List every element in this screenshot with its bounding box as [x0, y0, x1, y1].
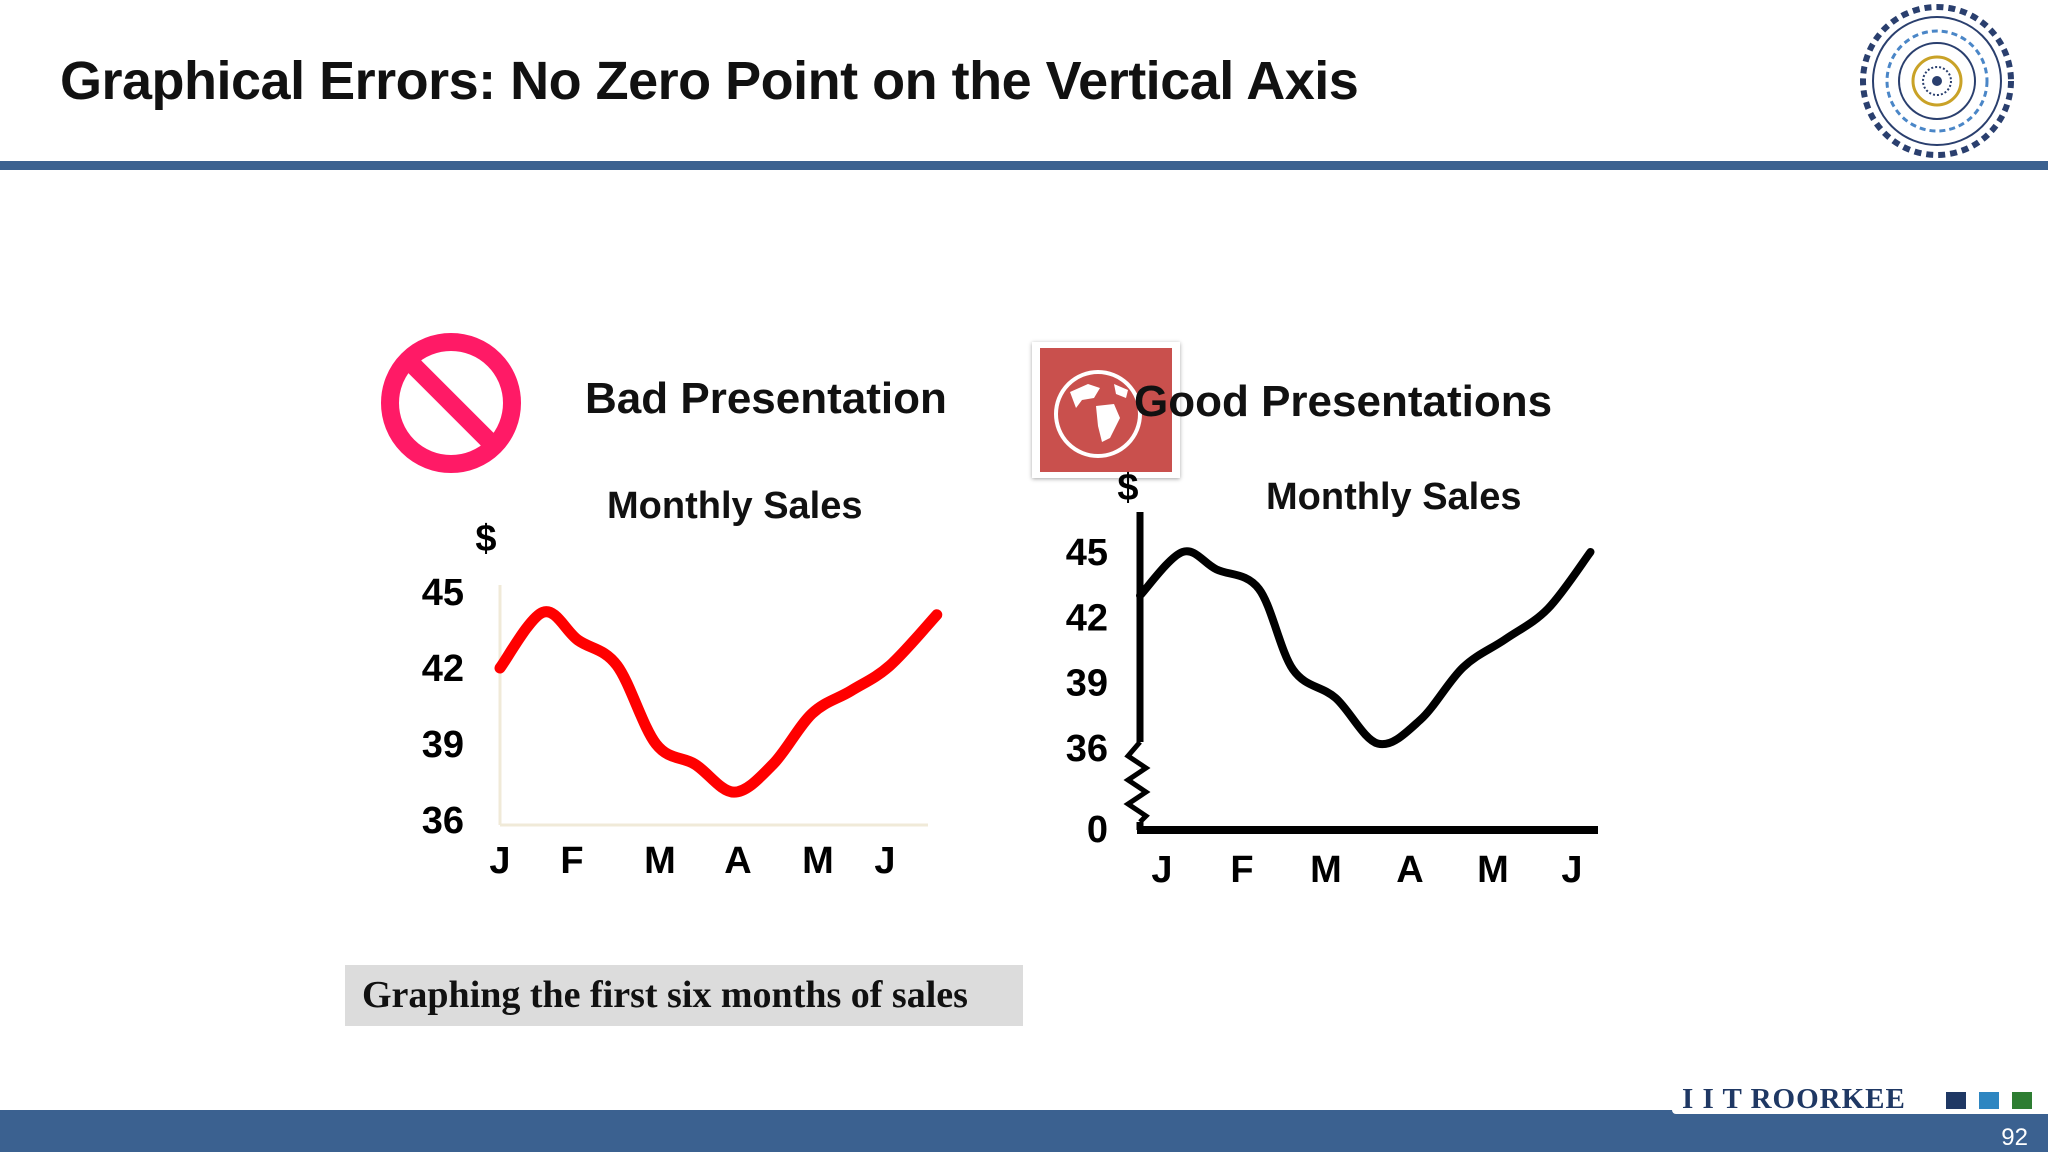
- iit-roorkee-logo: [1860, 4, 2014, 158]
- footer-brand: I I T ROORKEE: [1682, 1083, 1906, 1115]
- x-tick-label: M: [1477, 849, 1509, 891]
- sales-line: [494, 606, 943, 798]
- footer-bar: [0, 1110, 2048, 1152]
- x-tick-label: J: [1561, 849, 1582, 891]
- y-tick-label: 36: [1066, 728, 1108, 770]
- x-tick-label: M: [802, 840, 834, 882]
- globe-icon-frame: [1032, 342, 1180, 478]
- y-tick-label: 39: [1066, 663, 1108, 705]
- good-chart: $45 42 39 36 0 J F M A M J: [1066, 467, 1598, 891]
- bad-presentation-heading: Bad Presentation: [585, 374, 947, 423]
- y-tick-label: 45: [1066, 532, 1108, 574]
- x-tick-label: F: [1230, 849, 1253, 891]
- y-tick-label: 42: [1066, 597, 1108, 639]
- x-tick-label: M: [644, 840, 676, 882]
- footer-square-green: [2012, 1092, 2032, 1109]
- page-number: 92: [2001, 1124, 2028, 1151]
- x-tick-label: J: [489, 840, 510, 882]
- y-tick-label: 39: [422, 724, 464, 766]
- good-chart-title: Monthly Sales: [1266, 476, 1522, 518]
- caption-text: Graphing the first six months of sales: [362, 974, 968, 1016]
- slide-title: Graphical Errors: No Zero Point on the V…: [60, 51, 1359, 111]
- good-presentations-heading: Good Presentations: [1134, 377, 1553, 426]
- footer-square-dark: [1946, 1092, 1966, 1109]
- footer-square-blue: [1979, 1092, 1999, 1109]
- x-tick-label: F: [560, 840, 583, 882]
- caption-box: [345, 965, 1023, 1026]
- sales-line: [1136, 547, 1595, 749]
- x-tick-label: A: [1396, 849, 1423, 891]
- y-tick-label: 42: [422, 648, 464, 690]
- x-tick-label: J: [1151, 849, 1172, 891]
- x-tick-label: J: [874, 840, 895, 882]
- y-axis-label: $: [1117, 467, 1138, 509]
- bad-chart-title: Monthly Sales: [607, 485, 863, 527]
- y-tick-label: 0: [1087, 809, 1108, 851]
- header-rule: [0, 161, 2048, 170]
- axis-break: [1123, 740, 1151, 824]
- y-axis-label: $: [475, 518, 496, 560]
- globe-icon: [1040, 348, 1172, 472]
- y-tick-label: 45: [422, 572, 464, 614]
- y-tick-label: 36: [422, 800, 464, 842]
- x-tick-label: M: [1310, 849, 1342, 891]
- no-entry-icon: [381, 333, 521, 473]
- x-tick-label: A: [724, 840, 751, 882]
